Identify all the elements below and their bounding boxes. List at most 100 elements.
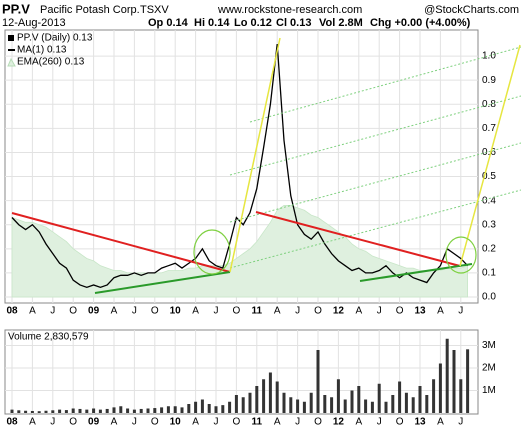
volume-bar <box>336 379 340 413</box>
volume-bar <box>37 411 41 413</box>
volume-bar <box>78 408 82 413</box>
volume-bar <box>357 386 361 413</box>
volume-bar <box>24 410 28 413</box>
support-line <box>359 263 473 282</box>
x-tick-label: O <box>69 306 77 317</box>
annotations <box>11 37 521 294</box>
x-tick-label: 09 <box>88 417 100 428</box>
date: 12-Aug-2013 <box>2 17 66 29</box>
x-tick-label: A <box>111 306 118 317</box>
volume-bar <box>302 401 306 413</box>
resistance-line <box>255 211 461 267</box>
source: @StockCharts.com <box>424 4 519 16</box>
ema-area <box>11 205 468 298</box>
volume-bar <box>418 386 422 413</box>
y-tick-label: 0.9 <box>482 75 496 86</box>
volume-bar <box>364 399 368 413</box>
x-tick-label: A <box>192 417 199 428</box>
volume-bar <box>132 409 136 413</box>
volume-bar <box>248 392 252 413</box>
volume-bar <box>323 395 327 413</box>
volume-bar <box>309 392 313 413</box>
volume-bar <box>262 379 266 413</box>
x-tick-label: J <box>295 306 300 317</box>
volume-bar <box>112 407 116 413</box>
x-tick-label: O <box>396 306 404 317</box>
volume-bar <box>166 406 170 413</box>
volume-bar <box>71 408 75 413</box>
x-tick-label: O <box>314 306 322 317</box>
volume-bar <box>445 338 449 413</box>
x-tick-label: O <box>151 306 159 317</box>
volume-bar <box>268 372 272 413</box>
x-tick-label: A <box>437 417 444 428</box>
volume-bar <box>234 395 238 413</box>
x-tick-label: 10 <box>170 306 182 317</box>
x-tick-label: A <box>29 306 36 317</box>
volume-bar <box>343 399 347 413</box>
y-tick-label: 0.0 <box>482 292 496 303</box>
symbol: PP.V <box>2 1 30 16</box>
volume-bar <box>214 406 218 413</box>
x-tick-label: O <box>314 417 322 428</box>
volume-bar <box>432 379 436 413</box>
y-tick-label: 0.4 <box>482 195 496 206</box>
volume-bar <box>85 409 89 413</box>
x-tick-label: 08 <box>6 306 18 317</box>
volume-bar <box>275 381 279 413</box>
y-tick-label: 0.5 <box>482 171 496 182</box>
volume-bar <box>194 401 198 413</box>
volume-bar <box>64 410 68 413</box>
watermark: www.rockstone-research.com <box>217 4 362 16</box>
volume-stat: Vol 2.8M <box>319 17 363 29</box>
x-tick-label: J <box>132 306 137 317</box>
x-tick-label: J <box>377 306 382 317</box>
volume-bar <box>119 406 123 413</box>
volume-bar <box>92 408 96 413</box>
x-tick-label: 10 <box>170 417 182 428</box>
x-tick-label: A <box>355 306 362 317</box>
volume-bar <box>228 401 232 413</box>
volume-bar <box>459 379 463 413</box>
x-tick-label: J <box>377 417 382 428</box>
high: Hi 0.14 <box>194 17 230 29</box>
volume-bar <box>51 410 55 413</box>
x-tick-label: A <box>192 306 199 317</box>
plot <box>10 43 470 413</box>
highlight-circle <box>445 236 477 274</box>
target-line <box>229 37 281 273</box>
y-tick-label: 0.2 <box>482 243 496 254</box>
y-tick-label: 0.1 <box>482 268 496 279</box>
resistance-line <box>11 212 231 273</box>
volume-bar <box>377 383 381 413</box>
legend-label: MA(1) 0.13 <box>17 45 67 56</box>
volume-bar <box>350 390 354 413</box>
x-tick-label: 08 <box>6 417 18 428</box>
volume-bar <box>58 409 62 413</box>
x-tick-label: A <box>29 417 36 428</box>
volume-bar <box>98 409 102 413</box>
y-tick-label: 2M <box>482 363 496 374</box>
volume-bar <box>411 397 415 413</box>
target-line <box>459 44 521 267</box>
volume-bar <box>207 404 211 413</box>
x-tick-label: J <box>458 417 463 428</box>
x-tick-label: 12 <box>333 306 345 317</box>
x-tick-label: J <box>214 306 219 317</box>
volume-bar <box>105 408 109 413</box>
x-tick-label: J <box>50 306 55 317</box>
volume-bar <box>452 350 456 413</box>
x-tick-label: O <box>151 417 159 428</box>
open: Op 0.14 <box>148 17 189 29</box>
volume-bar <box>180 407 184 413</box>
x-tick-label: 09 <box>88 306 100 317</box>
volume-bar <box>241 397 245 413</box>
volume-bar <box>370 401 374 413</box>
x-tick-label: A <box>437 306 444 317</box>
x-tick-label: J <box>50 417 55 428</box>
volume-bar <box>296 399 300 413</box>
highlight-circle <box>193 229 231 275</box>
volume-bar <box>425 395 429 413</box>
volume-bar <box>289 397 293 413</box>
